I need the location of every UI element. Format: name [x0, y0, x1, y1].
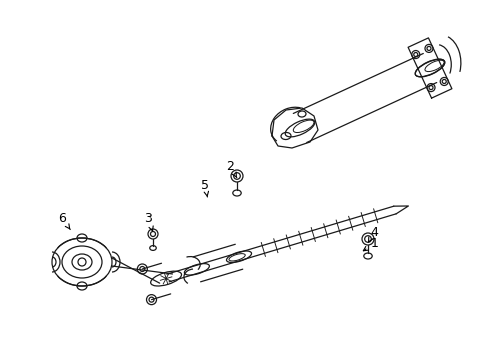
Text: 1: 1	[363, 237, 378, 251]
Text: 6: 6	[58, 212, 70, 230]
Text: 2: 2	[225, 159, 236, 178]
Text: 4: 4	[368, 225, 377, 242]
Text: 5: 5	[201, 179, 208, 197]
Text: 3: 3	[144, 212, 153, 231]
